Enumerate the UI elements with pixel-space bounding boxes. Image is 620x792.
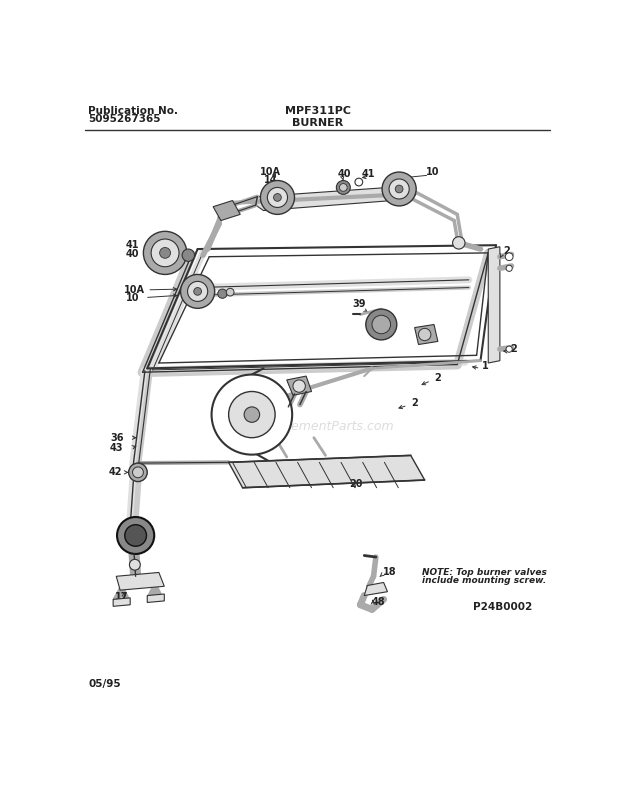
Text: 5095267365: 5095267365 <box>88 113 161 124</box>
Circle shape <box>336 181 350 194</box>
Circle shape <box>117 517 154 554</box>
Text: include mounting screw.: include mounting screw. <box>422 577 547 585</box>
Circle shape <box>366 309 397 340</box>
Text: 40: 40 <box>337 169 351 179</box>
Text: 40: 40 <box>125 249 139 260</box>
Polygon shape <box>229 455 425 488</box>
Text: 48: 48 <box>372 596 386 607</box>
Text: 2: 2 <box>503 246 510 257</box>
Text: 10: 10 <box>126 292 140 303</box>
Text: 10A: 10A <box>260 167 281 177</box>
Text: 21: 21 <box>224 404 238 414</box>
Circle shape <box>133 467 143 478</box>
Text: Publication No.: Publication No. <box>88 106 179 116</box>
Text: 42: 42 <box>108 467 122 478</box>
Text: 41: 41 <box>125 240 139 250</box>
Circle shape <box>389 179 409 199</box>
Polygon shape <box>489 247 500 363</box>
Circle shape <box>187 281 208 302</box>
Circle shape <box>293 380 305 392</box>
Text: P24B0002: P24B0002 <box>472 602 532 611</box>
Circle shape <box>260 181 294 215</box>
Text: BURNER: BURNER <box>292 118 343 128</box>
Circle shape <box>396 185 403 192</box>
Circle shape <box>340 184 347 192</box>
Circle shape <box>218 289 227 299</box>
Text: 14: 14 <box>264 175 277 185</box>
Circle shape <box>372 315 391 333</box>
Circle shape <box>125 525 146 546</box>
Circle shape <box>182 249 195 261</box>
Polygon shape <box>148 594 164 603</box>
Circle shape <box>506 265 512 272</box>
Text: NOTE: Top burner valves: NOTE: Top burner valves <box>422 568 547 577</box>
Text: 10: 10 <box>427 167 440 177</box>
Circle shape <box>143 231 187 275</box>
Polygon shape <box>113 598 130 607</box>
Circle shape <box>151 239 179 267</box>
Text: 18: 18 <box>383 567 396 577</box>
Text: 2: 2 <box>410 398 417 408</box>
Text: MPF311PC: MPF311PC <box>285 106 351 116</box>
Text: 39: 39 <box>353 299 366 310</box>
Text: 43: 43 <box>110 443 123 453</box>
Polygon shape <box>117 573 164 590</box>
Text: 41: 41 <box>362 169 376 178</box>
Circle shape <box>193 287 202 295</box>
Text: 20: 20 <box>348 479 362 489</box>
Circle shape <box>267 188 288 208</box>
Circle shape <box>226 288 234 296</box>
Polygon shape <box>415 325 438 345</box>
Text: eReplacementParts.com: eReplacementParts.com <box>241 420 394 432</box>
Circle shape <box>211 375 292 455</box>
Text: 36: 36 <box>110 432 123 443</box>
Circle shape <box>273 193 281 201</box>
Polygon shape <box>255 186 417 211</box>
Polygon shape <box>365 582 388 596</box>
Text: 05/95: 05/95 <box>88 679 121 689</box>
Text: 1: 1 <box>482 361 489 371</box>
Circle shape <box>180 275 215 308</box>
Circle shape <box>229 391 275 438</box>
Circle shape <box>159 247 170 258</box>
Circle shape <box>453 237 465 249</box>
Circle shape <box>505 253 513 261</box>
Text: 2: 2 <box>434 373 441 383</box>
Polygon shape <box>286 376 312 395</box>
Polygon shape <box>213 200 241 220</box>
Circle shape <box>244 407 260 422</box>
Circle shape <box>418 329 431 341</box>
Circle shape <box>355 178 363 186</box>
Circle shape <box>130 559 140 570</box>
Circle shape <box>382 172 416 206</box>
Circle shape <box>506 346 512 352</box>
Text: 10A: 10A <box>124 285 145 295</box>
Text: 2: 2 <box>510 345 516 354</box>
Text: 17: 17 <box>115 592 128 602</box>
Circle shape <box>128 463 148 482</box>
